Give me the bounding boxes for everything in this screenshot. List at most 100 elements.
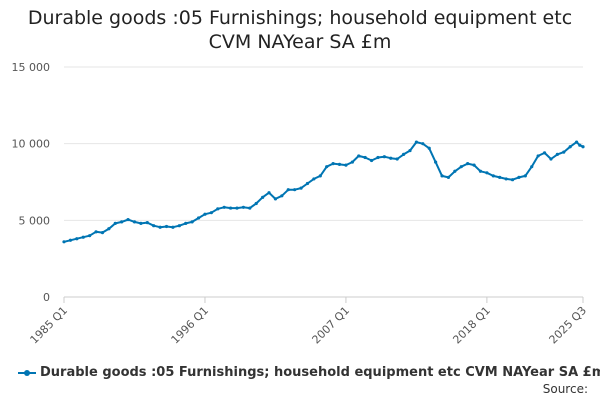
data-point xyxy=(357,154,361,158)
data-point xyxy=(267,191,271,195)
x-tick-label: 2018 Q1 xyxy=(450,304,493,347)
y-tick-label: 10 000 xyxy=(12,138,51,151)
data-point xyxy=(395,157,399,161)
legend-label: Durable goods :05 Furnishings; household… xyxy=(40,365,600,380)
data-point xyxy=(145,221,149,225)
chart-title-line-1: Durable goods :05 Furnishings; household… xyxy=(27,7,573,29)
data-point xyxy=(485,171,489,175)
data-point xyxy=(273,197,278,201)
data-point xyxy=(542,151,547,155)
data-point xyxy=(216,207,220,211)
data-point xyxy=(376,155,380,160)
series-line xyxy=(63,141,584,243)
data-point xyxy=(408,148,412,153)
data-point xyxy=(523,174,527,178)
data-point xyxy=(120,220,124,224)
data-point xyxy=(203,212,207,216)
chart-title-line-2: CVM NAYear SA £m xyxy=(208,31,392,53)
data-point xyxy=(164,224,169,229)
data-point xyxy=(421,142,425,146)
data-point xyxy=(337,162,342,166)
data-point xyxy=(568,145,572,149)
y-tick-label: 5 000 xyxy=(19,214,51,227)
plot-area xyxy=(62,140,585,244)
data-point xyxy=(152,224,156,228)
gridlines xyxy=(64,66,583,221)
data-point xyxy=(196,216,201,220)
data-point xyxy=(171,225,175,229)
data-point xyxy=(325,165,329,169)
data-point xyxy=(578,143,582,147)
data-point xyxy=(94,230,98,234)
data-point xyxy=(459,165,463,169)
data-point xyxy=(305,181,310,186)
data-point xyxy=(293,188,297,192)
data-point xyxy=(222,205,226,209)
data-point xyxy=(235,206,239,210)
y-tick-label: 0 xyxy=(43,291,50,304)
data-point xyxy=(190,220,194,224)
data-point xyxy=(440,174,444,178)
x-tick-label: 1996 Q1 xyxy=(169,304,212,347)
data-point xyxy=(369,158,374,163)
data-point xyxy=(132,220,137,224)
data-point xyxy=(453,169,457,173)
data-point xyxy=(510,178,515,182)
data-point xyxy=(177,224,181,228)
data-point xyxy=(62,240,66,244)
data-point xyxy=(363,155,367,160)
data-point xyxy=(88,234,92,238)
data-point xyxy=(581,145,585,149)
data-point xyxy=(562,150,566,154)
data-point xyxy=(344,163,348,167)
data-point xyxy=(113,221,117,225)
data-point xyxy=(389,156,393,160)
data-point xyxy=(401,152,406,156)
y-tick-label: 15 000 xyxy=(12,61,51,74)
data-point xyxy=(228,206,233,210)
data-point xyxy=(209,211,213,215)
data-point xyxy=(261,195,265,199)
data-point xyxy=(280,194,284,198)
data-point xyxy=(414,140,419,144)
data-point xyxy=(434,160,438,164)
data-point xyxy=(498,175,502,179)
legend[interactable]: Durable goods :05 Furnishings; household… xyxy=(18,365,600,380)
data-point xyxy=(517,175,521,179)
data-point xyxy=(139,221,143,225)
y-axis: 0 5 000 10 000 15 000 xyxy=(12,61,51,304)
data-point xyxy=(472,163,476,167)
data-point xyxy=(299,186,303,190)
data-point xyxy=(427,146,431,150)
data-point xyxy=(491,174,495,178)
x-tick-label: 2025 Q3 xyxy=(547,304,590,347)
x-tick-label: 1985 Q1 xyxy=(28,304,71,347)
data-point xyxy=(184,221,188,225)
data-point xyxy=(504,177,508,181)
data-point xyxy=(478,169,483,173)
data-point xyxy=(530,165,534,169)
data-point xyxy=(350,160,354,164)
source-label: Source: xyxy=(542,382,588,396)
data-point xyxy=(81,235,85,239)
data-point xyxy=(158,225,162,229)
data-point xyxy=(107,227,111,231)
data-point xyxy=(446,175,451,179)
data-point xyxy=(318,174,322,178)
x-axis: 1985 Q1 1996 Q1 2007 Q1 2018 Q1 2025 Q3 xyxy=(28,296,590,347)
data-point xyxy=(126,217,130,222)
data-point xyxy=(254,201,258,206)
data-point xyxy=(100,231,105,235)
data-point xyxy=(241,205,246,209)
data-point xyxy=(286,188,290,192)
x-tick-label: 2007 Q1 xyxy=(310,304,353,347)
data-point xyxy=(536,154,540,158)
data-point xyxy=(555,152,559,156)
legend-marker-icon xyxy=(18,367,36,379)
data-point xyxy=(68,238,73,242)
data-point xyxy=(382,155,386,159)
data-point xyxy=(574,140,579,144)
data-point xyxy=(248,206,252,210)
data-point xyxy=(75,237,79,241)
